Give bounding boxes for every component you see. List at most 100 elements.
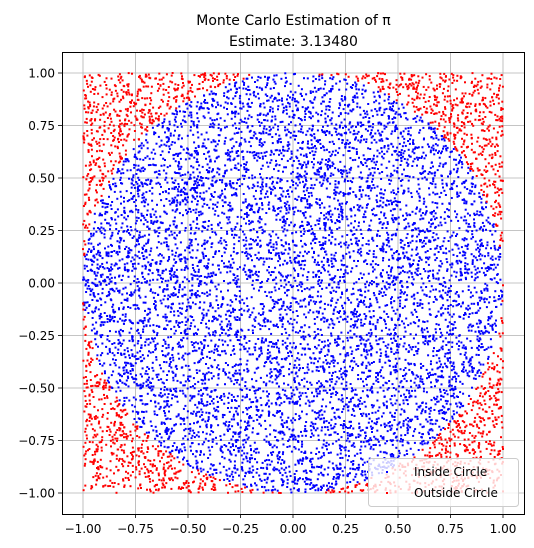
- scatter-point: [338, 204, 341, 207]
- scatter-point: [311, 486, 314, 489]
- scatter-point: [294, 260, 296, 263]
- scatter-point: [332, 476, 335, 478]
- scatter-point: [146, 403, 149, 406]
- scatter-point: [146, 141, 149, 144]
- scatter-point: [281, 253, 284, 255]
- scatter-point: [206, 294, 209, 297]
- scatter-point: [439, 162, 442, 165]
- scatter-point: [319, 456, 322, 459]
- scatter-point: [116, 208, 119, 211]
- scatter-point: [211, 119, 214, 122]
- scatter-point: [163, 445, 166, 448]
- scatter-point: [152, 221, 155, 224]
- scatter-point: [330, 360, 333, 363]
- scatter-point: [316, 170, 319, 173]
- scatter-point: [294, 419, 297, 422]
- scatter-point: [140, 346, 142, 349]
- scatter-point: [220, 395, 223, 397]
- scatter-point: [96, 330, 99, 333]
- scatter-point: [250, 471, 253, 474]
- scatter-point: [318, 351, 321, 354]
- scatter-point: [361, 124, 364, 127]
- scatter-point: [193, 156, 196, 159]
- scatter-point: [272, 87, 275, 89]
- scatter-point: [483, 301, 486, 304]
- scatter-point: [459, 380, 462, 383]
- scatter-point: [240, 216, 243, 219]
- scatter-point: [386, 430, 389, 433]
- scatter-point: [293, 366, 295, 369]
- scatter-point: [438, 156, 441, 159]
- scatter-point: [233, 316, 236, 319]
- scatter-point: [368, 443, 371, 446]
- scatter-point: [212, 333, 214, 336]
- scatter-point: [236, 422, 239, 425]
- scatter-point: [412, 283, 414, 286]
- scatter-point: [464, 312, 467, 314]
- scatter-point: [149, 341, 152, 344]
- scatter-point: [304, 113, 307, 115]
- scatter-point: [326, 177, 329, 180]
- scatter-point: [344, 369, 347, 372]
- scatter-point: [362, 273, 365, 276]
- scatter-point: [331, 378, 334, 381]
- scatter-point: [378, 94, 381, 97]
- scatter-point: [107, 376, 110, 379]
- scatter-point: [369, 281, 372, 284]
- scatter-point: [394, 234, 397, 237]
- scatter-point: [141, 385, 144, 388]
- scatter-point: [352, 460, 355, 462]
- scatter-point: [341, 211, 344, 214]
- scatter-point: [463, 198, 465, 201]
- scatter-point: [482, 332, 485, 335]
- scatter-point: [294, 438, 297, 441]
- scatter-point: [313, 157, 315, 160]
- scatter-point: [442, 145, 445, 148]
- scatter-point: [384, 286, 387, 289]
- scatter-point: [434, 259, 437, 262]
- scatter-point: [369, 437, 372, 440]
- scatter-point: [234, 82, 237, 85]
- scatter-point: [364, 445, 367, 448]
- scatter-point: [221, 181, 224, 184]
- scatter-point: [308, 326, 311, 329]
- scatter-point: [301, 440, 303, 443]
- scatter-point: [480, 292, 483, 294]
- scatter-point: [326, 353, 329, 356]
- scatter-point: [178, 326, 181, 328]
- scatter-point: [286, 98, 288, 101]
- scatter-point: [387, 144, 390, 147]
- scatter-point: [329, 215, 332, 218]
- scatter-point: [261, 88, 264, 91]
- scatter-point: [286, 337, 289, 340]
- scatter-point: [292, 206, 295, 209]
- scatter-point: [300, 197, 303, 199]
- scatter-point: [155, 182, 158, 185]
- scatter-point: [294, 124, 297, 127]
- scatter-point: [234, 432, 237, 435]
- scatter-point: [229, 155, 232, 158]
- scatter-point: [227, 218, 230, 221]
- scatter-point: [133, 163, 136, 166]
- scatter-point: [360, 301, 363, 303]
- scatter-point: [328, 234, 331, 237]
- scatter-point: [442, 410, 445, 413]
- scatter-point: [141, 265, 144, 268]
- scatter-point: [282, 221, 285, 223]
- scatter-point: [284, 85, 286, 88]
- scatter-point: [418, 187, 421, 190]
- scatter-point: [464, 268, 467, 271]
- scatter-point: [269, 106, 272, 109]
- scatter-point: [169, 310, 172, 313]
- scatter-point: [88, 248, 91, 251]
- scatter-point: [281, 459, 284, 461]
- scatter-point: [424, 270, 427, 273]
- scatter-point: [210, 281, 212, 284]
- scatter-point: [238, 127, 241, 130]
- scatter-point: [416, 206, 418, 209]
- scatter-point: [166, 388, 168, 391]
- scatter-point: [196, 421, 199, 424]
- scatter-point: [186, 134, 189, 137]
- scatter-point: [301, 305, 303, 308]
- scatter-point: [110, 255, 113, 258]
